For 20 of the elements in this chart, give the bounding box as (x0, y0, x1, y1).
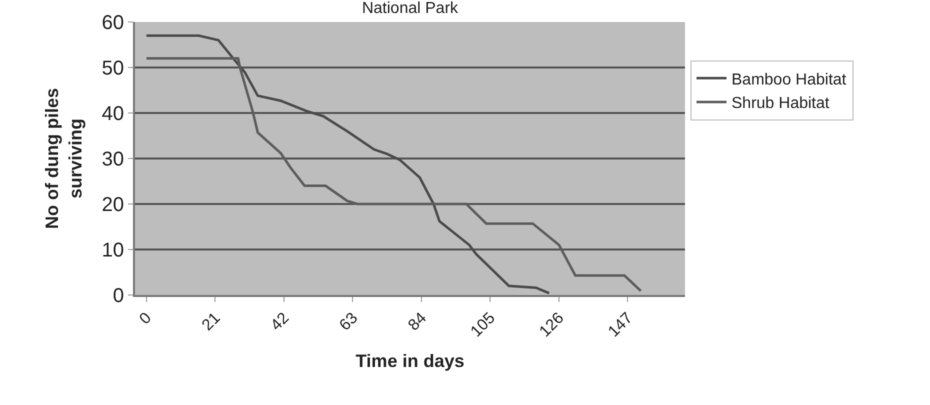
y-tick-label: 0 (112, 285, 124, 307)
y-tick-label: 60 (102, 12, 124, 34)
y-tick-label: 10 (102, 240, 124, 262)
x-tick-label: 126 (536, 310, 568, 341)
legend-label: Bamboo Habitat (732, 71, 847, 88)
y-tick-label: 50 (102, 58, 124, 80)
x-tick-label: 42 (268, 310, 293, 334)
chart-title: National Park (362, 0, 460, 18)
x-axis-title: Time in days (356, 351, 464, 372)
y-axis-title: No of dung piles surviving (42, 88, 86, 229)
x-tick-label: 0 (136, 310, 156, 328)
x-tick-label: 21 (199, 310, 224, 334)
x-tick-label: 84 (405, 310, 430, 334)
y-tick-label: 40 (102, 103, 124, 125)
y-tick-label: 30 (102, 148, 124, 170)
x-tick-label: 105 (468, 310, 499, 341)
x-tick-label: 63 (336, 310, 362, 334)
legend-label: Shrub Habitat (732, 95, 830, 112)
y-tick-label: 20 (102, 194, 124, 216)
x-tick-label: 147 (605, 310, 636, 341)
